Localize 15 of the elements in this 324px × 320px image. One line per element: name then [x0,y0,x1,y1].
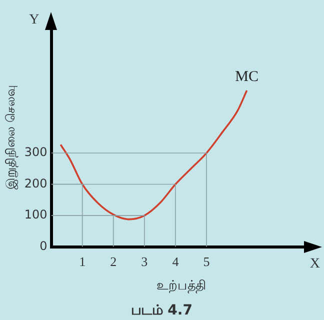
x-tick-label: 2 [110,254,117,270]
x-tick-label: 1 [79,254,86,270]
y-tick-label: 0 [40,238,48,253]
x-tick-label: 5 [203,254,210,270]
series-label: MC [235,68,258,85]
y-axis-title: இறுதிநிலை செலவு [3,85,18,190]
text: X [310,256,320,272]
x-tick-label: 4 [172,254,180,270]
y-tick-label: 300 [24,145,48,160]
y-tick-label: 200 [24,176,48,190]
x-axis-title: உற்பத்தி [156,278,207,294]
y-tick-label: 100 [24,208,48,222]
text: படம் 4.7 [130,302,192,319]
text: Y [29,12,40,28]
x-tick-label: 3 [141,254,148,270]
